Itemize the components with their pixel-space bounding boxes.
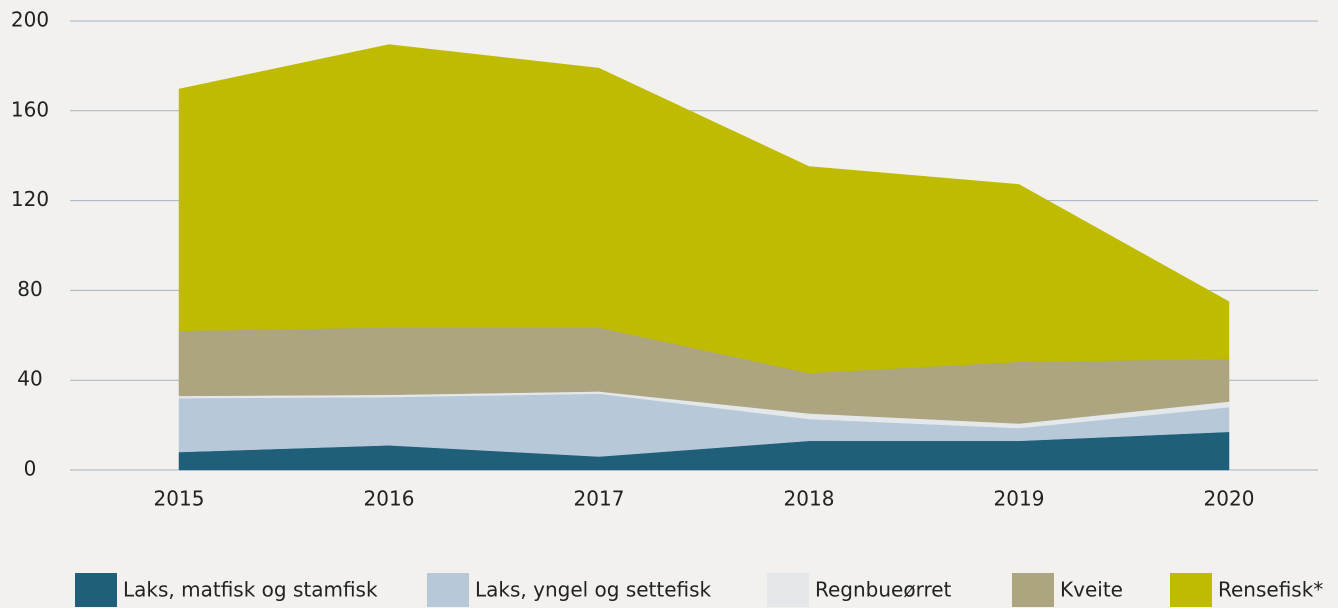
x-tick-label: 2017	[574, 487, 625, 511]
legend-swatch	[1012, 573, 1054, 607]
legend-swatch	[75, 573, 117, 607]
legend-swatch	[1170, 573, 1212, 607]
area	[178, 44, 1230, 374]
legend-label: Regnbueørret	[815, 578, 952, 602]
y-tick-label: 120	[11, 187, 49, 211]
legend-swatch	[767, 573, 809, 607]
legend-label: Kveite	[1060, 578, 1123, 602]
legend-label: Rensefisk*	[1218, 578, 1323, 602]
y-tick-label: 40	[17, 367, 42, 391]
x-tick-label: 2020	[1204, 487, 1255, 511]
y-tick-label: 200	[11, 8, 49, 32]
x-tick-label: 2019	[994, 487, 1045, 511]
legend-label: Laks, yngel og settefisk	[475, 578, 712, 602]
legend-swatch	[427, 573, 469, 607]
x-tick-label: 2016	[364, 487, 415, 511]
x-tick-label: 2015	[154, 487, 205, 511]
y-tick-label: 160	[11, 97, 49, 121]
y-tick-label: 80	[17, 277, 42, 301]
x-tick-label: 2018	[784, 487, 835, 511]
y-tick-label: 0	[24, 457, 37, 481]
legend-label: Laks, matfisk og stamfisk	[123, 578, 378, 602]
